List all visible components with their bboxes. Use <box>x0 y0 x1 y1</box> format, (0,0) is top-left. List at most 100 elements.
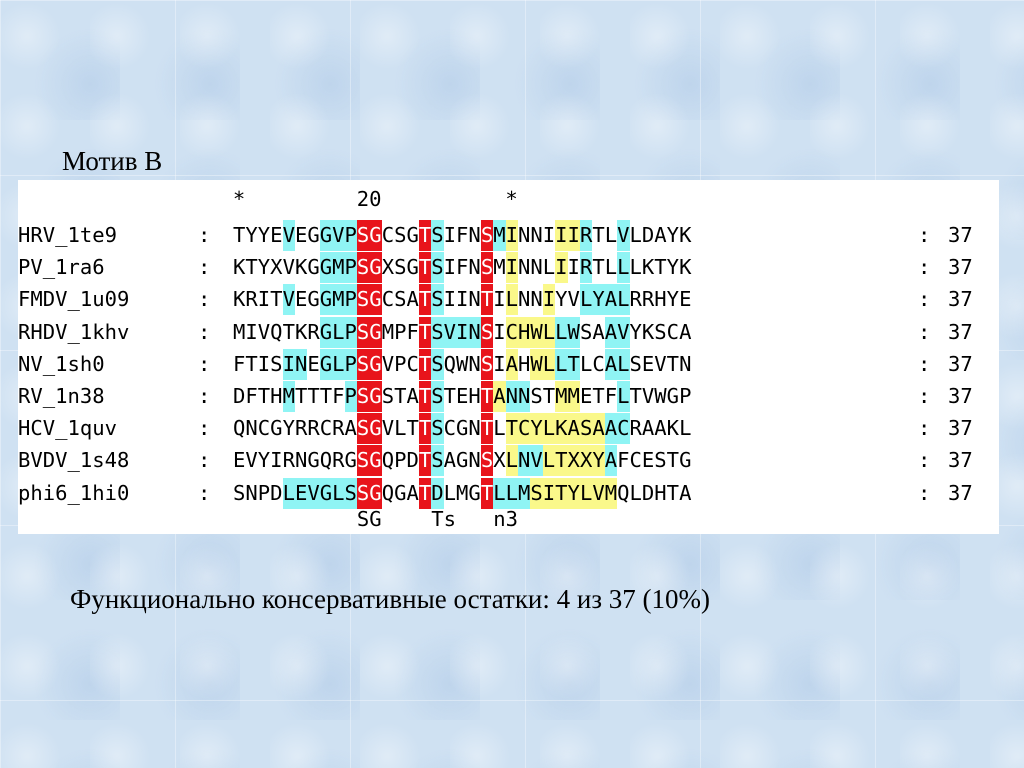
residue: P <box>344 348 357 380</box>
residue: H <box>270 384 283 408</box>
residue: T <box>257 384 271 408</box>
residue: A <box>443 448 457 473</box>
residue: N <box>468 416 481 441</box>
residue <box>481 504 493 535</box>
caption: Функционально консервативные остатки: 4 … <box>70 584 710 614</box>
residue: L <box>555 316 568 348</box>
residue: R <box>332 448 345 473</box>
residue: Y <box>666 287 680 312</box>
residue: E <box>641 448 655 473</box>
residue: G <box>369 413 382 445</box>
residue: G <box>344 448 357 473</box>
sequence-separator-end: : <box>918 319 931 344</box>
residue: T <box>307 384 320 408</box>
residue: A <box>592 413 605 445</box>
residue <box>134 184 146 215</box>
residue: M <box>282 381 295 412</box>
sequence-separator: : <box>198 480 211 505</box>
residue: S <box>344 477 357 509</box>
residue: A <box>604 413 618 445</box>
residue: S <box>356 348 370 380</box>
residue: C <box>257 416 271 441</box>
residue: G <box>369 348 382 380</box>
residue <box>121 184 133 215</box>
residue: N <box>505 381 518 412</box>
residue <box>419 184 431 215</box>
residue: N <box>468 287 481 312</box>
residue <box>481 184 493 215</box>
residue: N <box>517 381 531 412</box>
residue: I <box>555 252 568 284</box>
residue: G <box>369 477 382 509</box>
sequence-separator: : <box>198 448 211 473</box>
residue <box>443 184 455 215</box>
residue: K <box>555 413 568 445</box>
residue: 3 <box>505 507 518 531</box>
residue: V <box>257 319 271 344</box>
residue: K <box>666 416 680 441</box>
residue: Y <box>282 416 295 441</box>
residue: C <box>517 413 531 445</box>
residue <box>220 184 232 215</box>
residue: I <box>555 220 568 251</box>
residue: V <box>282 255 295 280</box>
residue: K <box>233 287 246 312</box>
residue: I <box>257 351 271 376</box>
residue: A <box>344 416 357 441</box>
residue: T <box>418 477 432 509</box>
residue: * <box>505 187 518 211</box>
residue <box>10 184 22 215</box>
residue: F <box>332 384 345 408</box>
residue: S <box>654 448 667 473</box>
residue: L <box>617 348 630 380</box>
residue: X <box>270 255 283 280</box>
residue: P <box>679 384 692 408</box>
residue: S <box>394 255 407 280</box>
residue: G <box>369 284 382 316</box>
residue: L <box>542 348 556 380</box>
residue: T <box>431 507 444 531</box>
residue: M <box>493 220 506 251</box>
residue: P <box>344 316 357 348</box>
sequence-length: 37 <box>948 480 973 505</box>
residue: T <box>418 252 432 284</box>
residue: M <box>233 319 246 344</box>
residue <box>283 504 295 535</box>
residue: G <box>319 284 333 316</box>
residue: N <box>679 351 692 376</box>
residue <box>47 184 59 215</box>
sequence-length: 37 <box>948 448 973 473</box>
residue: Y <box>555 287 568 312</box>
residue: L <box>629 255 642 280</box>
residue: C <box>505 316 518 348</box>
residue: P <box>344 284 357 316</box>
sequence-separator-end: : <box>918 351 931 376</box>
residue: T <box>270 287 283 312</box>
residue: L <box>542 445 556 477</box>
alignment-panel: * 20 * HRV_1te9: TYYEVEGGVPSGCSGTSIFNSMIN… <box>18 180 999 534</box>
residue: G <box>456 448 469 473</box>
residue: I <box>493 287 506 312</box>
sequence-separator: : <box>198 319 211 344</box>
residue: L <box>542 413 556 445</box>
residue: T <box>443 384 457 408</box>
residue <box>258 504 270 535</box>
residue: M <box>493 255 506 280</box>
residue: T <box>480 284 494 316</box>
residue: T <box>406 416 419 441</box>
residue: A <box>493 381 506 412</box>
residue: K <box>233 255 246 280</box>
residue: G <box>369 220 382 251</box>
alignment-footer: SG Ts n3 <box>233 504 518 535</box>
residue: L <box>332 316 345 348</box>
residue: E <box>307 351 320 376</box>
residue: G <box>307 448 320 473</box>
residue: G <box>406 223 419 247</box>
residue: A <box>604 348 618 380</box>
residue: G <box>369 381 382 412</box>
residue <box>59 184 71 215</box>
residue: L <box>579 477 593 509</box>
residue: K <box>679 223 692 247</box>
residue: I <box>493 351 506 376</box>
residue: X <box>579 445 593 477</box>
